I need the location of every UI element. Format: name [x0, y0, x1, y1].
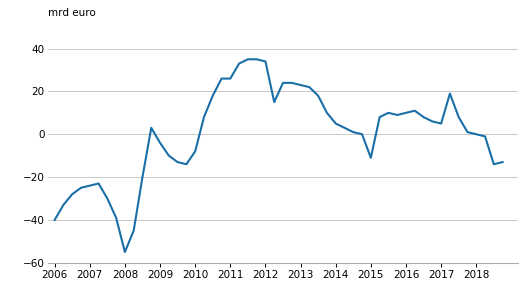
Text: mrd euro: mrd euro — [48, 8, 95, 18]
